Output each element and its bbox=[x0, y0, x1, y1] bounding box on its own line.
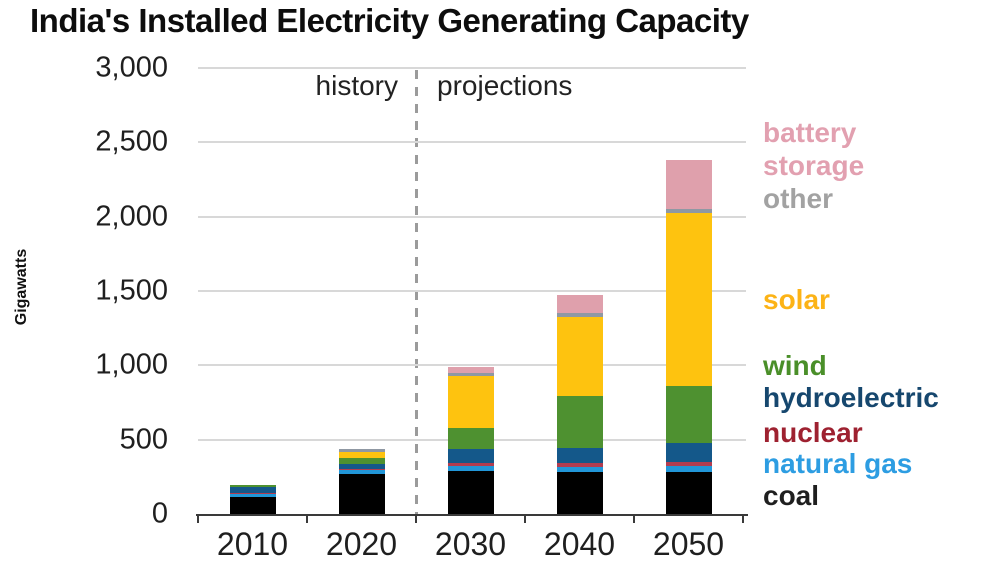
x-axis-tick bbox=[306, 514, 308, 523]
bar-segment-2010-natural-gas bbox=[229, 493, 276, 498]
chart-title: India's Installed Electricity Generating… bbox=[30, 2, 749, 39]
x-axis-line bbox=[196, 514, 748, 516]
y-axis-label: Gigawatts bbox=[13, 248, 30, 326]
bar-segment-2040-natural-gas bbox=[556, 466, 603, 472]
y-tick-label: 2,500 bbox=[95, 125, 168, 158]
gridline-2,500 bbox=[198, 141, 746, 144]
legend-item-coal: coal bbox=[763, 480, 820, 511]
bar-segment-2050-other bbox=[665, 209, 712, 214]
bar-segment-2040-other bbox=[556, 312, 603, 317]
bar-segment-2040-wind bbox=[556, 395, 603, 448]
y-tick-label: 2,000 bbox=[95, 200, 168, 233]
bar-segment-2030-battery-storage bbox=[447, 367, 494, 373]
x-axis-tick bbox=[742, 514, 744, 523]
bar-segment-2020-nuclear bbox=[338, 468, 385, 470]
bar-segment-2020-hydroelectric bbox=[338, 464, 385, 469]
legend-item-natural-gas: natural gas bbox=[763, 448, 913, 479]
bar-segment-2050-battery-storage bbox=[665, 159, 712, 210]
bar-segment-2040-battery-storage bbox=[556, 294, 603, 313]
legend-item-wind: wind bbox=[763, 350, 827, 381]
bar-segment-2050-solar bbox=[665, 213, 712, 386]
bar-segment-2050-hydroelectric bbox=[665, 442, 712, 462]
bar-segment-2030-wind bbox=[447, 427, 494, 450]
y-tick-label: 1,000 bbox=[95, 348, 168, 381]
bar-segment-2030-nuclear bbox=[447, 462, 494, 466]
y-tick-label: 500 bbox=[119, 423, 168, 456]
bar-segment-2020-solar bbox=[338, 452, 385, 459]
bar-segment-2030-hydroelectric bbox=[447, 449, 494, 463]
bar-segment-2010-coal bbox=[229, 497, 276, 514]
legend-item-hydroelectric: hydroelectric bbox=[763, 382, 939, 413]
legend-item-other: other bbox=[763, 183, 833, 214]
x-tick-label: 2040 bbox=[543, 526, 616, 562]
gridline-1,000 bbox=[198, 364, 746, 367]
legend-item-solar: solar bbox=[763, 284, 830, 315]
bar-segment-2010-nuclear bbox=[229, 492, 276, 494]
gridline-2,000 bbox=[198, 215, 746, 218]
bar-segment-2040-hydroelectric bbox=[556, 447, 603, 463]
bar-segment-2050-natural-gas bbox=[665, 465, 712, 473]
legend-item-battery-storage: battery storage bbox=[763, 117, 865, 181]
gridline-3,000 bbox=[198, 67, 746, 69]
bar-segment-2040-coal bbox=[556, 471, 603, 514]
x-axis-tick bbox=[197, 514, 199, 523]
bar-segment-2030-other bbox=[447, 372, 494, 376]
bar-segment-2050-coal bbox=[665, 472, 712, 514]
bar-segment-2030-coal bbox=[447, 470, 494, 514]
bar-segment-2020-coal bbox=[338, 473, 385, 514]
x-axis-tick bbox=[524, 514, 526, 523]
bar-segment-2030-natural-gas bbox=[447, 465, 494, 471]
bar-segment-2040-solar bbox=[556, 316, 603, 396]
y-tick-label: 1,500 bbox=[95, 274, 168, 307]
bar-segment-2050-nuclear bbox=[665, 461, 712, 466]
x-tick-label: 2010 bbox=[216, 526, 289, 562]
bar-segment-2010-wind bbox=[229, 484, 276, 487]
history-annotation: history bbox=[315, 70, 398, 101]
projections-annotation: projections bbox=[437, 70, 573, 101]
legend-item-nuclear: nuclear bbox=[763, 417, 863, 448]
y-tick-label: 0 bbox=[151, 497, 168, 530]
bar-segment-2010-hydroelectric bbox=[229, 486, 276, 493]
bar-segment-2020-wind bbox=[338, 458, 385, 465]
y-tick-label: 3,000 bbox=[95, 51, 168, 84]
x-axis-tick bbox=[415, 514, 417, 523]
x-tick-label: 2050 bbox=[652, 526, 725, 562]
gridline-1,500 bbox=[198, 290, 746, 292]
history-projections-divider bbox=[415, 70, 418, 516]
x-tick-label: 2030 bbox=[434, 526, 507, 562]
bar-segment-2020-other bbox=[338, 448, 385, 453]
bar-segment-2050-wind bbox=[665, 385, 712, 443]
x-axis-tick bbox=[633, 514, 635, 523]
x-tick-label: 2020 bbox=[325, 526, 398, 562]
bar-segment-2020-natural-gas bbox=[338, 469, 385, 474]
bar-segment-2040-nuclear bbox=[556, 462, 603, 467]
bar-segment-2030-solar bbox=[447, 375, 494, 428]
